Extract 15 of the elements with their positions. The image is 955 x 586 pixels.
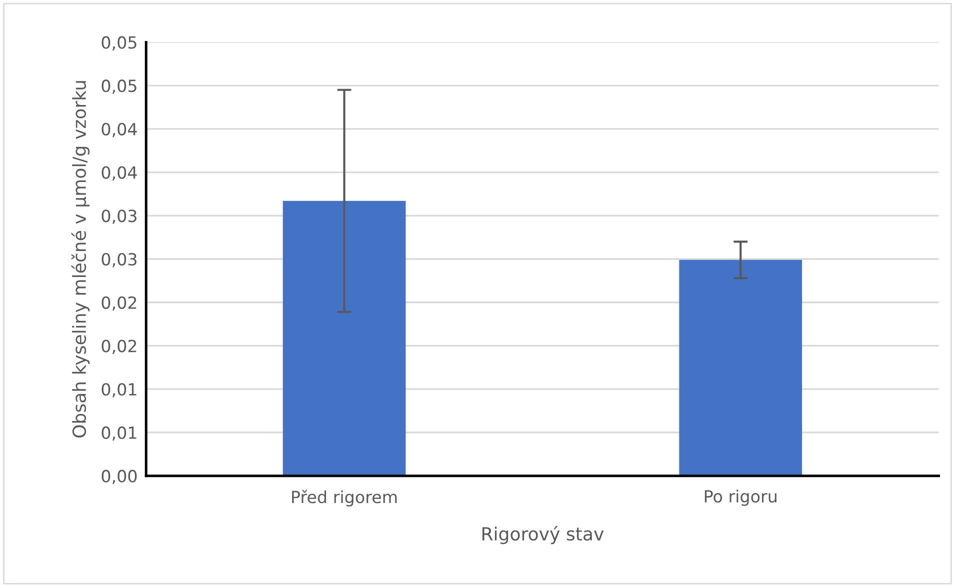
y-tick-label: 0,03 bbox=[102, 252, 136, 268]
y-tick-label: 0,05 bbox=[102, 80, 136, 94]
y-tick-label: 0,01 bbox=[102, 426, 136, 441]
x-tick-label: Před rigorem bbox=[292, 490, 397, 507]
y-tick-label: 0,04 bbox=[102, 166, 137, 181]
y-tick-label: 0,05 bbox=[102, 36, 136, 50]
y-tick-label: 0,02 bbox=[102, 296, 136, 311]
y-axis-title: Obsah kyseliny mléčné v µmol/g vzorku bbox=[71, 81, 90, 438]
y-tick-label: 0,02 bbox=[102, 340, 136, 354]
y-tick-label: 0,01 bbox=[102, 383, 136, 398]
y-tick-label: 0,00 bbox=[102, 470, 137, 484]
x-axis-title: Rigorový stav bbox=[482, 526, 604, 544]
y-tick-label: 0,04 bbox=[102, 122, 137, 138]
x-tick-label: Po rigoru bbox=[704, 490, 776, 506]
y-tick-label: 0,03 bbox=[102, 210, 136, 224]
